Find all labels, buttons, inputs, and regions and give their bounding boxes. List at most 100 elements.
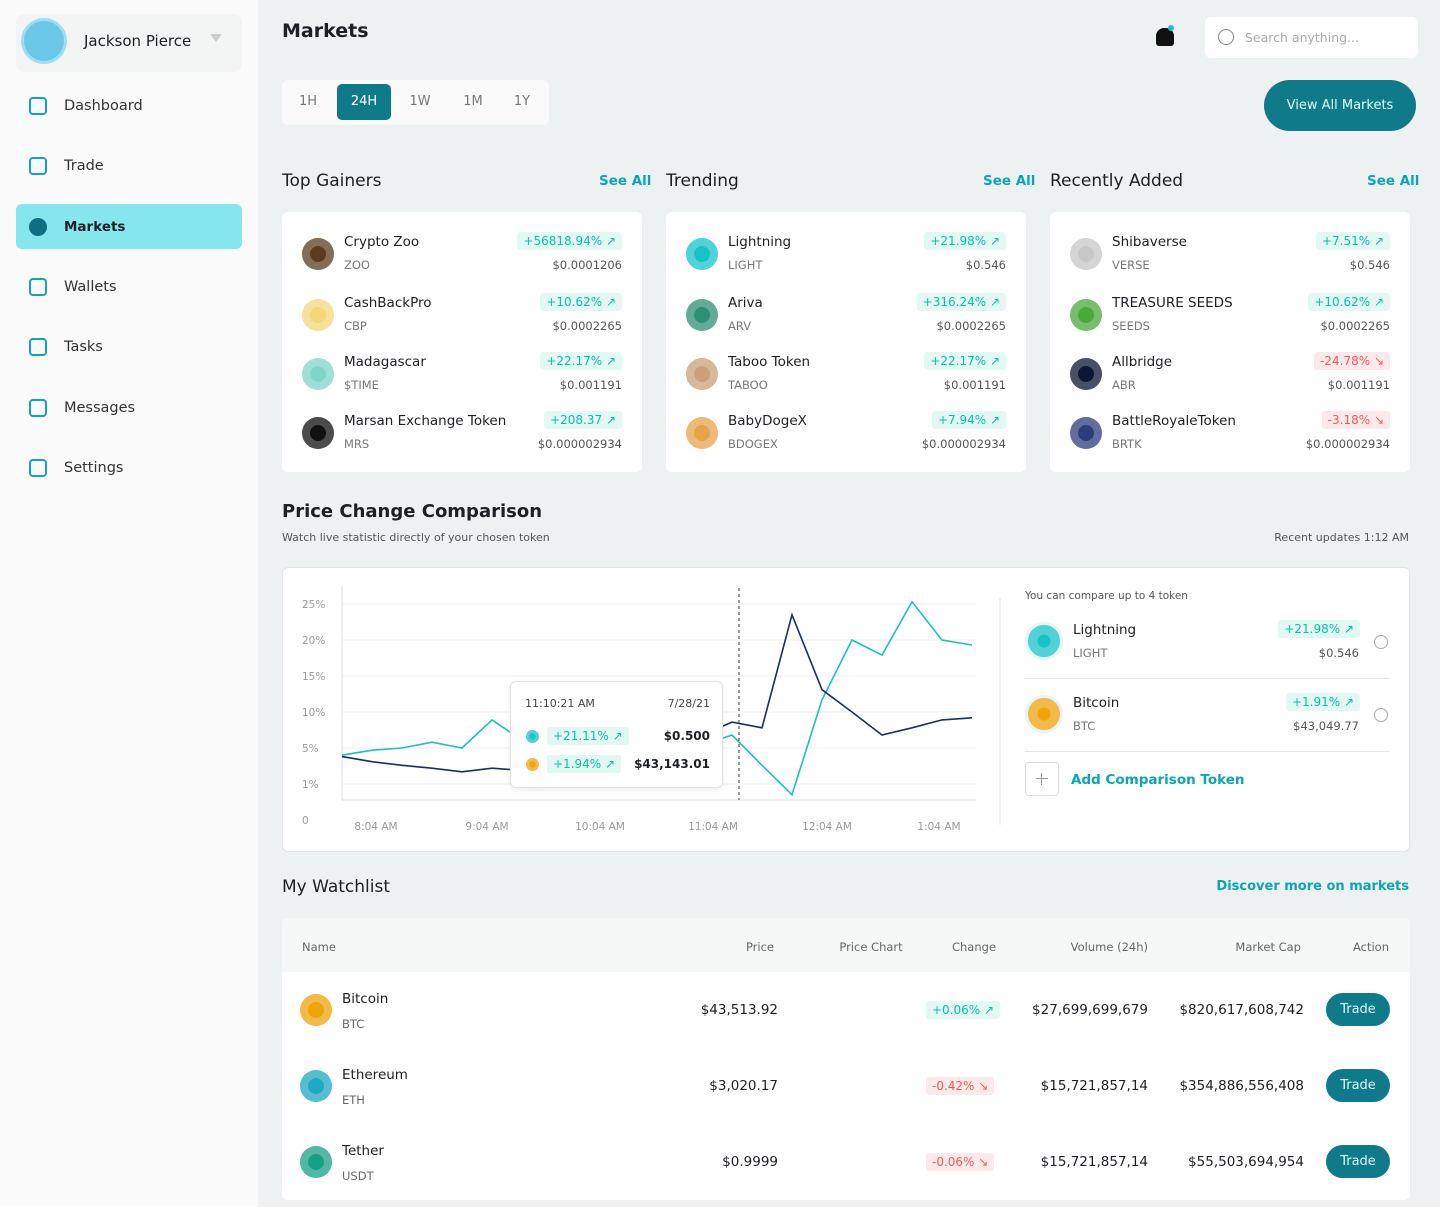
trend-arrow: ↗ [602, 295, 616, 309]
menu-icon [29, 458, 47, 477]
token-name: Allbridge [1112, 354, 1173, 370]
trend-arrow: ↘ [974, 1079, 989, 1093]
see-all-link[interactable]: See All [599, 173, 652, 189]
menu-item[interactable]: Settings [64, 459, 124, 476]
trend-arrow: ↗ [602, 413, 616, 427]
trade-button[interactable]: Trade [1326, 1069, 1390, 1102]
search-box[interactable]: Search anything... [1205, 17, 1418, 58]
token-icon [1025, 622, 1063, 660]
token-icon [302, 417, 334, 449]
view-all-button[interactable]: View All Markets [1264, 80, 1416, 131]
trend-arrow: ↗ [986, 234, 1000, 248]
token-name: Lightning [1073, 622, 1137, 638]
menu-item[interactable]: Trade [64, 158, 104, 175]
trade-button[interactable]: Trade [1326, 1145, 1390, 1178]
token-icon [526, 758, 539, 771]
remove-button[interactable] [1374, 708, 1388, 722]
token-icon [300, 994, 332, 1026]
menu-icon [29, 157, 47, 176]
token-price: $0.546 [1318, 646, 1359, 660]
tooltip: 11:10:21 AM 7/28/21 +21.11% ↗ $0.500 +1.94% … [510, 681, 723, 788]
change-badge: -3.18% ↘ [1321, 411, 1390, 429]
add-icon[interactable] [1025, 762, 1059, 796]
token-icon [1070, 358, 1102, 390]
tooltip-time: 11:10:21 AM [525, 697, 595, 710]
menu-icon [29, 97, 47, 115]
change-badge: +10.62% ↗ [540, 293, 622, 311]
change-badge: +1.94% ↗ [547, 755, 622, 773]
row-cap: $354,886,556,408 [1179, 1078, 1304, 1094]
period-option[interactable]: 1Y [513, 94, 531, 109]
separator [1025, 751, 1390, 752]
token-symbol: BDOGEX [728, 437, 778, 451]
token-price: $0.546 [1349, 258, 1390, 272]
change-badge: +56818.94% ↗ [517, 232, 622, 250]
token-icon [686, 238, 718, 270]
change-badge: -24.78% ↘ [1314, 352, 1390, 370]
see-all-link[interactable]: See All [983, 173, 1036, 189]
chart-card [282, 567, 1410, 852]
token-symbol: MRS [344, 437, 370, 451]
menu-item[interactable]: Wallets [64, 278, 117, 295]
avatar [21, 18, 67, 64]
token-icon [686, 417, 718, 449]
token-name: Lightning [728, 234, 792, 250]
period-option[interactable]: 24H [337, 84, 391, 120]
trade-button[interactable]: Trade [1326, 993, 1390, 1026]
change-badge: +208.37 ↗ [544, 411, 622, 429]
token-icon [526, 730, 539, 743]
tooltip-price: $43,143.01 [634, 757, 710, 771]
period-option[interactable]: 1H [298, 94, 318, 109]
token-name: Crypto Zoo [344, 234, 420, 250]
section-title: Price Change Comparison [282, 501, 543, 522]
section-title: Trending [666, 171, 739, 191]
period-option[interactable]: 1W [409, 94, 431, 109]
page-title: Markets [282, 20, 369, 42]
compare-note: You can compare up to 4 token [1025, 590, 1188, 602]
token-price: $0.001191 [943, 378, 1006, 392]
trend-arrow: ↗ [980, 1003, 995, 1017]
change-badge: -0.06% ↘ [926, 1153, 995, 1171]
menu-item[interactable]: Messages [64, 399, 136, 416]
token-icon [686, 299, 718, 331]
menu-active-bg [16, 204, 242, 249]
column-header: Market Cap [1235, 940, 1301, 954]
discover-link[interactable]: Discover more on markets [1216, 879, 1409, 894]
change-badge: +21.98% ↗ [924, 232, 1006, 250]
row-cap: $820,617,608,742 [1179, 1002, 1304, 1018]
change-badge: +21.98% ↗ [1278, 620, 1360, 638]
user-name: Jackson Pierce [84, 32, 192, 50]
trend-arrow: ↘ [1370, 413, 1384, 427]
column-header: Change [951, 940, 997, 954]
token-price: $0.001191 [559, 378, 622, 392]
token-icon [300, 1146, 332, 1178]
column-header: Price Chart [839, 940, 903, 954]
token-name: BabyDogeX [728, 413, 807, 429]
menu-icon [29, 277, 47, 296]
remove-button[interactable] [1374, 635, 1388, 649]
token-icon [686, 358, 718, 390]
token-name: CashBackPro [344, 295, 432, 311]
token-name: Shibaverse [1112, 234, 1187, 250]
section-title: Top Gainers [282, 171, 382, 191]
period-option[interactable]: 1M [463, 94, 483, 109]
token-name: Marsan Exchange Token [344, 413, 507, 429]
token-name: TREASURE SEEDS [1112, 295, 1233, 311]
trend-arrow: ↗ [1370, 234, 1384, 248]
trend-arrow: ↗ [986, 413, 1000, 427]
token-price: $0.001191 [1327, 378, 1390, 392]
token-symbol: USDT [342, 1169, 374, 1183]
column-header: Volume (24h) [1070, 940, 1148, 954]
add-token-link[interactable]: Add Comparison Token [1071, 772, 1245, 788]
token-symbol: BRTK [1112, 437, 1142, 451]
menu-item[interactable]: Dashboard [64, 98, 143, 114]
trend-arrow: ↗ [1340, 622, 1354, 636]
bell[interactable] [1156, 28, 1174, 46]
dropdown-caret[interactable] [210, 34, 222, 42]
change-badge: +7.51% ↗ [1315, 232, 1390, 250]
menu-item[interactable]: Tasks [64, 339, 103, 356]
see-all-link[interactable]: See All [1367, 173, 1420, 189]
menu-item[interactable]: Markets [64, 218, 126, 235]
column-header: Name [302, 940, 336, 954]
